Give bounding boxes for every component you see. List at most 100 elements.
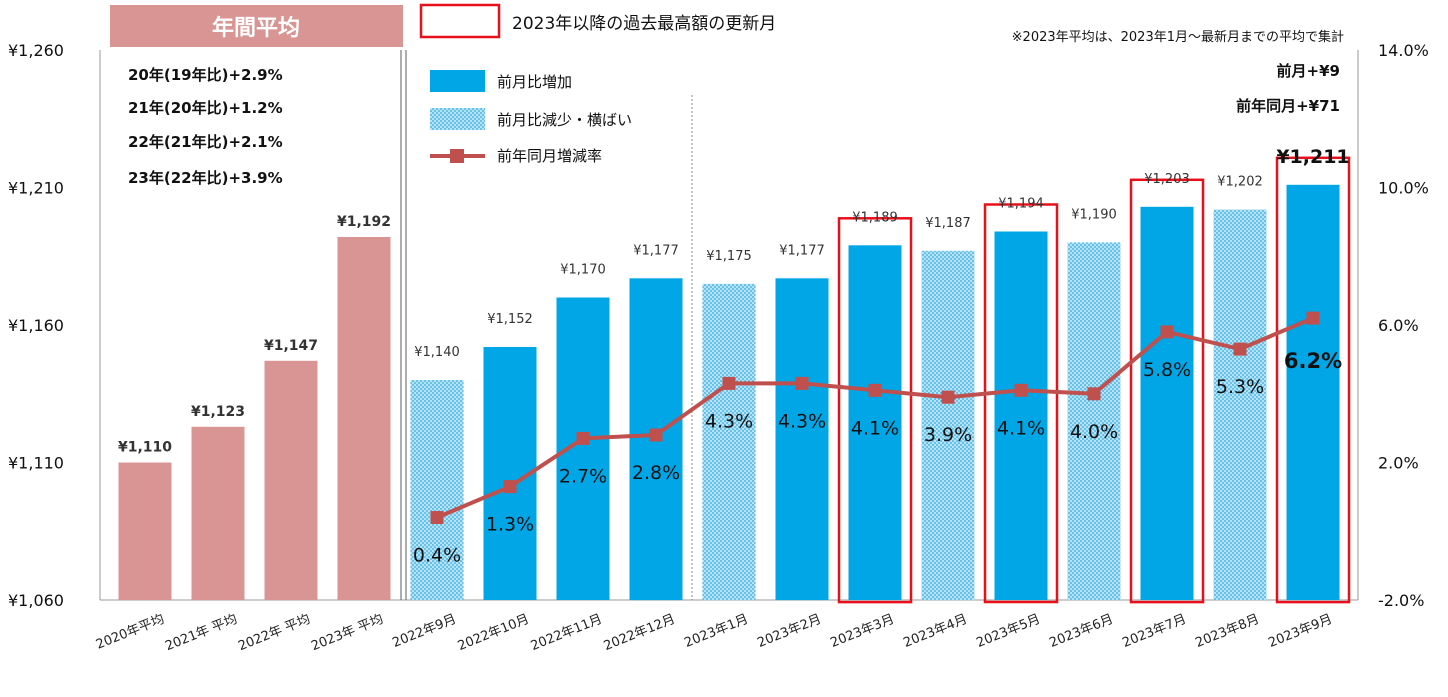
bar-value-label: ¥1,192 xyxy=(337,214,391,230)
bar-value-label: ¥1,211 xyxy=(1276,146,1349,168)
bar-value-label: ¥1,177 xyxy=(633,243,679,258)
yoy-point xyxy=(1233,342,1247,356)
record-highlight-box xyxy=(1275,156,1351,604)
bar-value-label: ¥1,147 xyxy=(264,338,318,354)
y-left-tick-label: ¥1,160 xyxy=(8,316,64,335)
yoy-point-label: 6.2% xyxy=(1284,349,1342,373)
bar-up xyxy=(775,278,829,601)
bar-value-label: ¥1,123 xyxy=(191,404,245,420)
yoy-point-label: 4.0% xyxy=(1070,421,1118,443)
annual-change-2023: 23年(22年比)+3.9% xyxy=(128,169,283,187)
yoy-point xyxy=(1087,387,1101,401)
yoy-point-label: 1.3% xyxy=(486,514,534,536)
legend-line-label: 前年同月増減率 xyxy=(497,147,602,165)
y-right-tick-label: 10.0% xyxy=(1378,179,1429,198)
x-tick-label: 2023年5月 xyxy=(974,612,1042,651)
bar-flat xyxy=(1067,242,1121,600)
bar-value-label: ¥1,170 xyxy=(560,263,606,278)
x-tick-label: 2023年6月 xyxy=(1047,612,1115,651)
bar-value-label: ¥1,187 xyxy=(925,216,971,231)
bar-flat xyxy=(921,250,975,601)
y-left-ticks: ¥1,060 ¥1,110 ¥1,160 ¥1,210 ¥1,260 xyxy=(8,41,64,610)
annual-change-2020: 20年(19年比)+2.9% xyxy=(128,66,283,84)
x-tick-label: 2021年 平均 xyxy=(163,612,239,654)
yoy-point-label: 2.8% xyxy=(632,462,680,484)
bar-value-label: ¥1,189 xyxy=(852,210,898,225)
legend: 前月比増加 前月比減少・横ばい 前年同月増減率 xyxy=(430,70,632,165)
yoy-point xyxy=(1014,383,1028,397)
yoy-point xyxy=(941,390,955,404)
yoy-point xyxy=(503,480,517,494)
bar-value-label: ¥1,203 xyxy=(1144,172,1190,187)
bar-annual xyxy=(337,237,391,600)
annual-header-box xyxy=(110,5,403,47)
yoy-point-label: 4.3% xyxy=(778,410,826,432)
y-left-tick-label: ¥1,110 xyxy=(8,454,64,473)
x-tick-label: 2023年1月 xyxy=(682,612,750,651)
record-boxes xyxy=(837,156,1351,604)
yoy-point xyxy=(1160,325,1174,339)
bar-value-label: ¥1,175 xyxy=(706,249,752,264)
yoy-point xyxy=(576,431,590,445)
bar-value-label: ¥1,152 xyxy=(487,312,533,327)
record-legend-label: 2023年以降の過去最高額の更新月 xyxy=(512,14,776,34)
yoy-point xyxy=(722,376,736,390)
yoy-point xyxy=(1306,311,1320,325)
bar-flat xyxy=(1213,209,1267,600)
yoy-point-label: 5.3% xyxy=(1216,376,1264,398)
bar-flat xyxy=(410,380,464,600)
bar-up xyxy=(1140,206,1194,601)
bar-value-label: ¥1,194 xyxy=(998,197,1044,212)
bar-flat xyxy=(702,283,756,601)
record-legend-swatch xyxy=(419,3,501,39)
x-tick-label: 2023年9月 xyxy=(1266,612,1334,651)
yoy-point xyxy=(868,383,882,397)
yoy-point xyxy=(795,376,809,390)
annual-header: 年間平均 xyxy=(110,5,403,47)
record-highlight-box xyxy=(837,217,913,604)
yoy-point-label: 4.1% xyxy=(851,417,899,439)
yoy-point-label: 0.4% xyxy=(413,545,461,567)
bar-up xyxy=(994,231,1048,600)
yoy-point xyxy=(430,511,444,524)
x-tick-label: 2023年7月 xyxy=(1120,612,1188,651)
x-tick-label: 2023年 平均 xyxy=(309,612,385,654)
record-highlight-box xyxy=(983,203,1059,604)
bar-annual xyxy=(191,426,245,601)
yoy-point-label: 5.8% xyxy=(1143,359,1191,381)
x-tick-label: 2022年10月 xyxy=(456,612,532,654)
yoy-line-series: 0.4% 1.3% 2.7% 2.8% 4.3% 4.3% 4.1% 3.9% 4.1% 4.0%… xyxy=(413,311,1342,567)
legend-up-swatch xyxy=(430,70,485,92)
bar-up xyxy=(1286,184,1340,601)
bar-labels: ¥1,110 ¥1,123 ¥1,147 ¥1,192 ¥1,140 ¥1,152 ¥1,1… xyxy=(118,146,1350,456)
yoy-point xyxy=(649,428,663,442)
record-legend: 2023年以降の過去最高額の更新月 xyxy=(419,3,776,39)
x-tick-label: 2022年12月 xyxy=(602,612,678,654)
bar-value-label: ¥1,190 xyxy=(1071,208,1117,223)
annual-changes: 20年(19年比)+2.9% 21年(20年比)+1.2% 22年(21年比)+… xyxy=(128,66,283,187)
y-left-tick-label: ¥1,210 xyxy=(8,179,64,198)
legend-up-label: 前月比増加 xyxy=(497,73,572,91)
bars xyxy=(118,184,1340,601)
x-tick-label: 2022年11月 xyxy=(529,612,605,654)
y-left-tick-label: ¥1,260 xyxy=(8,41,64,60)
x-tick-label: 2023年3月 xyxy=(828,612,896,651)
bar-value-label: ¥1,140 xyxy=(414,345,460,360)
y-right-tick-label: 2.0% xyxy=(1378,454,1419,473)
yoy-point-label: 4.3% xyxy=(705,410,753,432)
note-text: ※2023年平均は、2023年1月～最新月までの平均で集計 xyxy=(1012,29,1344,45)
bar-annual xyxy=(118,462,172,600)
annual-change-2022: 22年(21年比)+2.1% xyxy=(128,133,283,151)
bar-value-label: ¥1,110 xyxy=(118,440,172,456)
y-left-tick-label: ¥1,060 xyxy=(8,591,64,610)
y-right-ticks: -2.0% 2.0% 6.0% 10.0% 14.0% xyxy=(1378,41,1429,610)
latest-mom: 前月+¥9 xyxy=(1277,62,1340,80)
legend-flat-swatch xyxy=(430,108,485,130)
x-tick-label: 2022年9月 xyxy=(390,612,458,651)
y-right-tick-label: 14.0% xyxy=(1378,41,1429,60)
yoy-point-label: 3.9% xyxy=(924,424,972,446)
bar-value-label: ¥1,202 xyxy=(1217,175,1263,190)
